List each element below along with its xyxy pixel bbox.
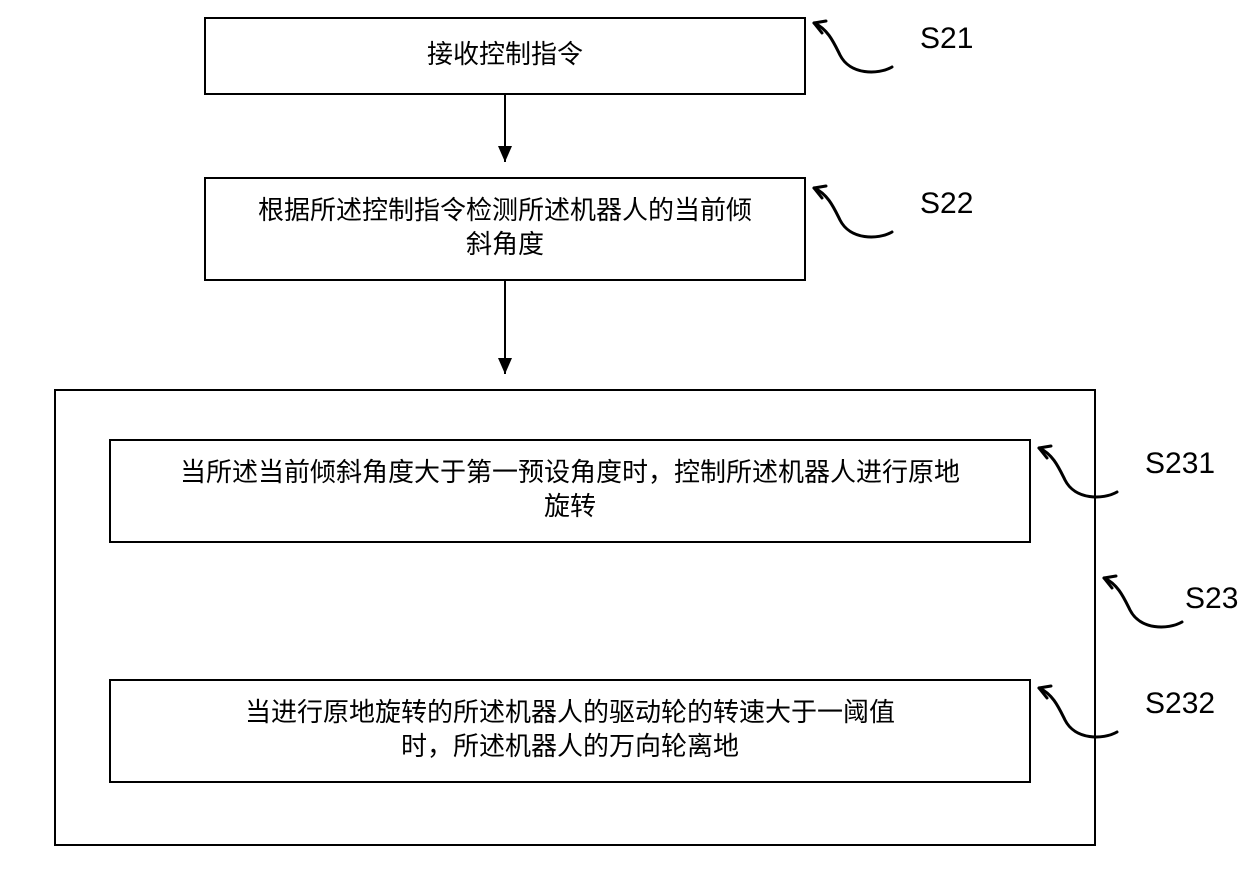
node-text-line: 时，所述机器人的万向轮离地 (401, 731, 739, 761)
flowchart-node-n4: 当进行原地旋转的所述机器人的驱动轮的转速大于一阈值时，所述机器人的万向轮离地 (110, 680, 1030, 782)
label-curl (814, 188, 892, 237)
step-label-text: S231 (1145, 447, 1215, 480)
flowchart-node-n3: 当所述当前倾斜角度大于第一预设角度时，控制所述机器人进行原地旋转 (110, 440, 1030, 542)
flowchart-node-n1: 接收控制指令 (205, 18, 805, 94)
step-label-S23: S23 (1104, 576, 1238, 627)
label-curl (1104, 578, 1182, 627)
node-text-line: 斜角度 (466, 229, 544, 259)
label-curl (814, 23, 892, 72)
step-label-text: S23 (1185, 582, 1238, 615)
step-label-text: S232 (1145, 687, 1215, 720)
node-text-line: 接收控制指令 (427, 39, 583, 69)
node-text-line: 根据所述控制指令检测所述机器人的当前倾 (258, 195, 752, 225)
node-text-line: 当所述当前倾斜角度大于第一预设角度时，控制所述机器人进行原地 (180, 457, 960, 487)
step-label-S22: S22 (814, 186, 973, 237)
step-label-S21: S21 (814, 21, 973, 72)
node-text-line: 旋转 (544, 491, 596, 521)
flowchart-node-n2: 根据所述控制指令检测所述机器人的当前倾斜角度 (205, 178, 805, 280)
node-text-line: 当进行原地旋转的所述机器人的驱动轮的转速大于一阈值 (245, 697, 895, 727)
step-label-text: S21 (920, 22, 973, 55)
nodes-layer: 接收控制指令根据所述控制指令检测所述机器人的当前倾斜角度当所述当前倾斜角度大于第… (55, 18, 1095, 845)
step-label-text: S22 (920, 187, 973, 220)
flowchart-canvas: n1n2n3 接收控制指令根据所述控制指令检测所述机器人的当前倾斜角度当所述当前… (0, 0, 1240, 885)
